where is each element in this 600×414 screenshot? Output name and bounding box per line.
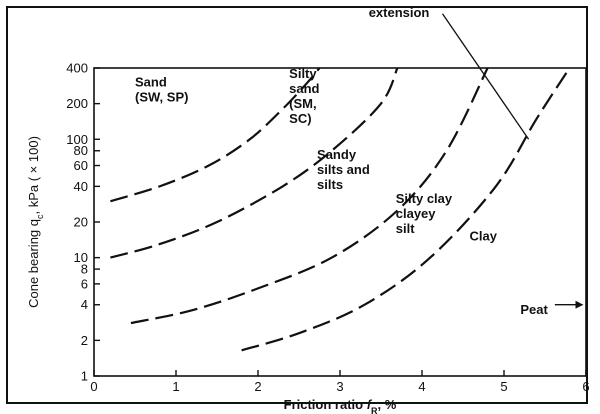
figure-frame	[6, 6, 588, 404]
y-tick-label: 60	[74, 158, 88, 173]
boundary-curve-4	[241, 67, 571, 352]
x-axis-title: Friction ratio fR, %	[284, 397, 397, 414]
zone-label-3: Sandy silts and silts	[317, 147, 370, 192]
zone-label-5: Clay	[470, 228, 498, 243]
authors-extension-pointer	[441, 13, 530, 140]
zone-label-1: Sand (SW, SP)	[135, 74, 188, 104]
x-tick-label: 1	[172, 379, 179, 394]
zone-label-6: Peat	[520, 302, 548, 317]
y-axis-title: Cone bearing qc, kPa ( × 100)	[26, 136, 45, 308]
x-tick-label: 4	[418, 379, 425, 394]
y-tick-label: 200	[66, 96, 88, 111]
x-tick-label: 2	[254, 379, 261, 394]
boundary-curve-1	[110, 67, 321, 203]
y-tick-label: 1	[81, 369, 88, 384]
zone-label-2: Silty sand (SM, SC)	[289, 66, 319, 126]
y-tick-label: 10	[74, 250, 88, 265]
y-tick-label: 80	[74, 143, 88, 158]
y-tick-label: 20	[74, 215, 88, 230]
y-tick-label: 40	[74, 179, 88, 194]
x-tick-label: 0	[90, 379, 97, 394]
x-tick-label: 6	[582, 379, 589, 394]
boundary-curve-3	[130, 67, 489, 325]
x-tick-label: 5	[500, 379, 507, 394]
x-tick-label: 3	[336, 379, 343, 394]
plot-area-border	[93, 67, 587, 377]
y-tick-label: 100	[66, 132, 88, 147]
y-tick-label: 6	[81, 276, 88, 291]
y-tick-label: 400	[66, 61, 88, 76]
y-tick-label: 8	[81, 262, 88, 277]
zone-label-4: Silty clay clayey silt	[396, 191, 453, 236]
boundary-curve-2	[110, 67, 399, 259]
authors-extension-label: Author'sextension	[369, 0, 436, 20]
y-tick-label: 4	[81, 297, 88, 312]
y-tick-label: 2	[81, 333, 88, 348]
